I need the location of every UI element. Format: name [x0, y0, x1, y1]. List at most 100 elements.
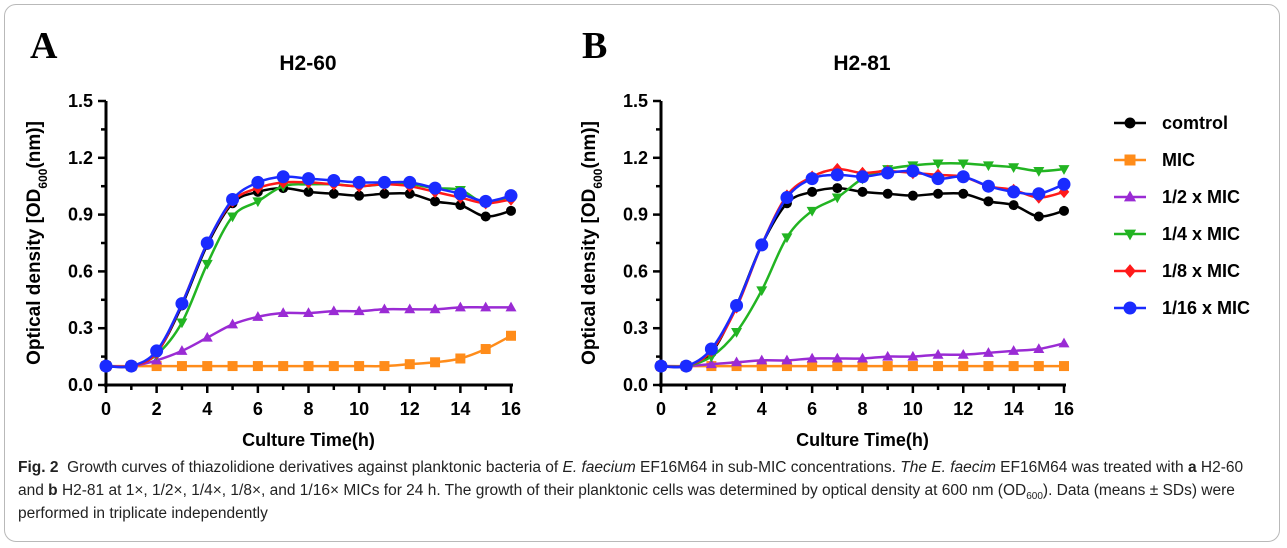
- panel-letter: A: [30, 25, 58, 67]
- data-point: [227, 361, 238, 372]
- legend-entry: comtrol: [1114, 113, 1228, 133]
- data-point: [882, 350, 894, 361]
- x-tick-label: 0: [101, 399, 111, 419]
- data-point: [379, 188, 390, 199]
- data-point: [429, 303, 441, 314]
- legend-entry: 1/8 x MIC: [1114, 261, 1240, 281]
- data-point: [276, 170, 290, 184]
- y-axis-label: Optical density [OD600(nm)]: [579, 121, 605, 365]
- data-point: [705, 358, 717, 369]
- y-tick-label: 0.0: [68, 375, 93, 395]
- data-point: [404, 359, 415, 370]
- data-point: [227, 212, 239, 223]
- data-point: [455, 353, 466, 364]
- caption-species: E. faecium: [562, 459, 636, 476]
- data-point: [379, 361, 390, 372]
- x-tick-label: 10: [903, 399, 923, 419]
- y-tick-label: 1.2: [68, 148, 93, 168]
- y-tick-label: 0.6: [68, 261, 93, 281]
- x-tick-label: 16: [1054, 399, 1074, 419]
- data-point: [981, 179, 995, 193]
- data-point: [278, 361, 289, 372]
- y-tick-label: 0.6: [623, 261, 648, 281]
- data-point: [805, 172, 819, 186]
- legend-entry: 1/4 x MIC: [1114, 224, 1240, 244]
- data-point: [303, 307, 314, 318]
- data-point: [857, 361, 868, 372]
- legend-label: 1/8 x MIC: [1162, 261, 1240, 281]
- y-axis-label-subscript: 600: [36, 168, 50, 188]
- data-point: [856, 170, 869, 184]
- data-point: [781, 361, 792, 372]
- x-tick-label: 14: [450, 399, 470, 419]
- data-point: [1057, 177, 1071, 191]
- data-point: [354, 190, 365, 201]
- caption-italic-sentence: The E. faecim: [900, 459, 996, 476]
- data-point: [1032, 187, 1046, 201]
- data-point: [201, 259, 213, 270]
- caption-text-3: EF16M64 was treated with: [995, 459, 1188, 476]
- data-point: [679, 359, 693, 373]
- y-tick-label: 1.5: [623, 91, 648, 111]
- data-point: [403, 175, 417, 189]
- data-point: [1058, 337, 1070, 348]
- legend-label: 1/2 x MIC: [1162, 187, 1240, 207]
- y-tick-label: 0.3: [623, 318, 648, 338]
- caption-panel-b-ref: b: [48, 482, 58, 499]
- x-tick-label: 10: [349, 399, 369, 419]
- data-point: [453, 187, 467, 201]
- data-point: [353, 305, 365, 316]
- figure-caption: Fig. 2 Growth curves of thiazolidione de…: [18, 456, 1268, 525]
- data-point: [1007, 185, 1021, 199]
- data-point: [1033, 343, 1045, 354]
- data-point: [176, 318, 188, 329]
- data-point: [505, 301, 517, 312]
- series-1-16-x-mic: [654, 164, 1071, 373]
- data-point: [731, 327, 743, 338]
- y-tick-label: 0.0: [623, 375, 648, 395]
- data-point: [428, 181, 442, 195]
- y-tick-label: 0.9: [68, 205, 93, 225]
- data-point: [983, 361, 994, 372]
- data-point: [755, 238, 769, 252]
- legend-marker: [1124, 264, 1136, 278]
- data-point: [882, 188, 893, 199]
- legend-label: 1/16 x MIC: [1162, 298, 1250, 318]
- y-axis-label-end: (nm)]: [24, 121, 45, 168]
- data-point: [956, 170, 970, 184]
- data-point: [806, 352, 818, 363]
- data-point: [479, 194, 493, 208]
- x-tick-label: 8: [303, 399, 313, 419]
- series-mic: [101, 330, 516, 372]
- data-point: [226, 192, 240, 206]
- data-point: [907, 361, 918, 372]
- series-line: [105, 182, 512, 369]
- data-point: [906, 164, 920, 178]
- data-point: [302, 172, 315, 186]
- data-point: [480, 301, 492, 312]
- y-axis-label-main: Optical density [OD: [579, 189, 600, 365]
- data-point: [781, 354, 793, 365]
- caption-text-4: H2-60 and: [18, 459, 1244, 499]
- data-point: [378, 303, 390, 314]
- data-point: [352, 175, 366, 189]
- data-point: [1008, 200, 1019, 211]
- data-point: [506, 205, 516, 216]
- chart-panel-b: B H2-81 0 2 4 6 8 10 12 14 16 0.0 0.3 0.6 0.9 1.2 1.5 Cul…: [579, 25, 1074, 450]
- data-point: [327, 174, 341, 188]
- data-point: [277, 307, 289, 318]
- y-axis-label: Optical density [OD600(nm)]: [24, 121, 50, 365]
- x-axis-label: Culture Time(h): [796, 430, 929, 450]
- legend-marker: [1124, 154, 1136, 166]
- legend-entry: 1/16 x MIC: [1114, 298, 1250, 318]
- caption-text-5: H2-81 at 1×, 1/2×, 1/4×, 1/8×, and 1/16×…: [57, 482, 1027, 499]
- data-point: [200, 236, 214, 250]
- legend-entry: 1/2 x MIC: [1114, 187, 1240, 207]
- data-point: [831, 352, 843, 363]
- data-point: [328, 188, 339, 199]
- data-point: [1008, 361, 1019, 372]
- caption-text-6: ). Data (means ± SDs) were performed in …: [18, 482, 1235, 522]
- data-point: [756, 354, 768, 365]
- data-point: [1059, 361, 1069, 372]
- x-tick-label: 2: [152, 399, 162, 419]
